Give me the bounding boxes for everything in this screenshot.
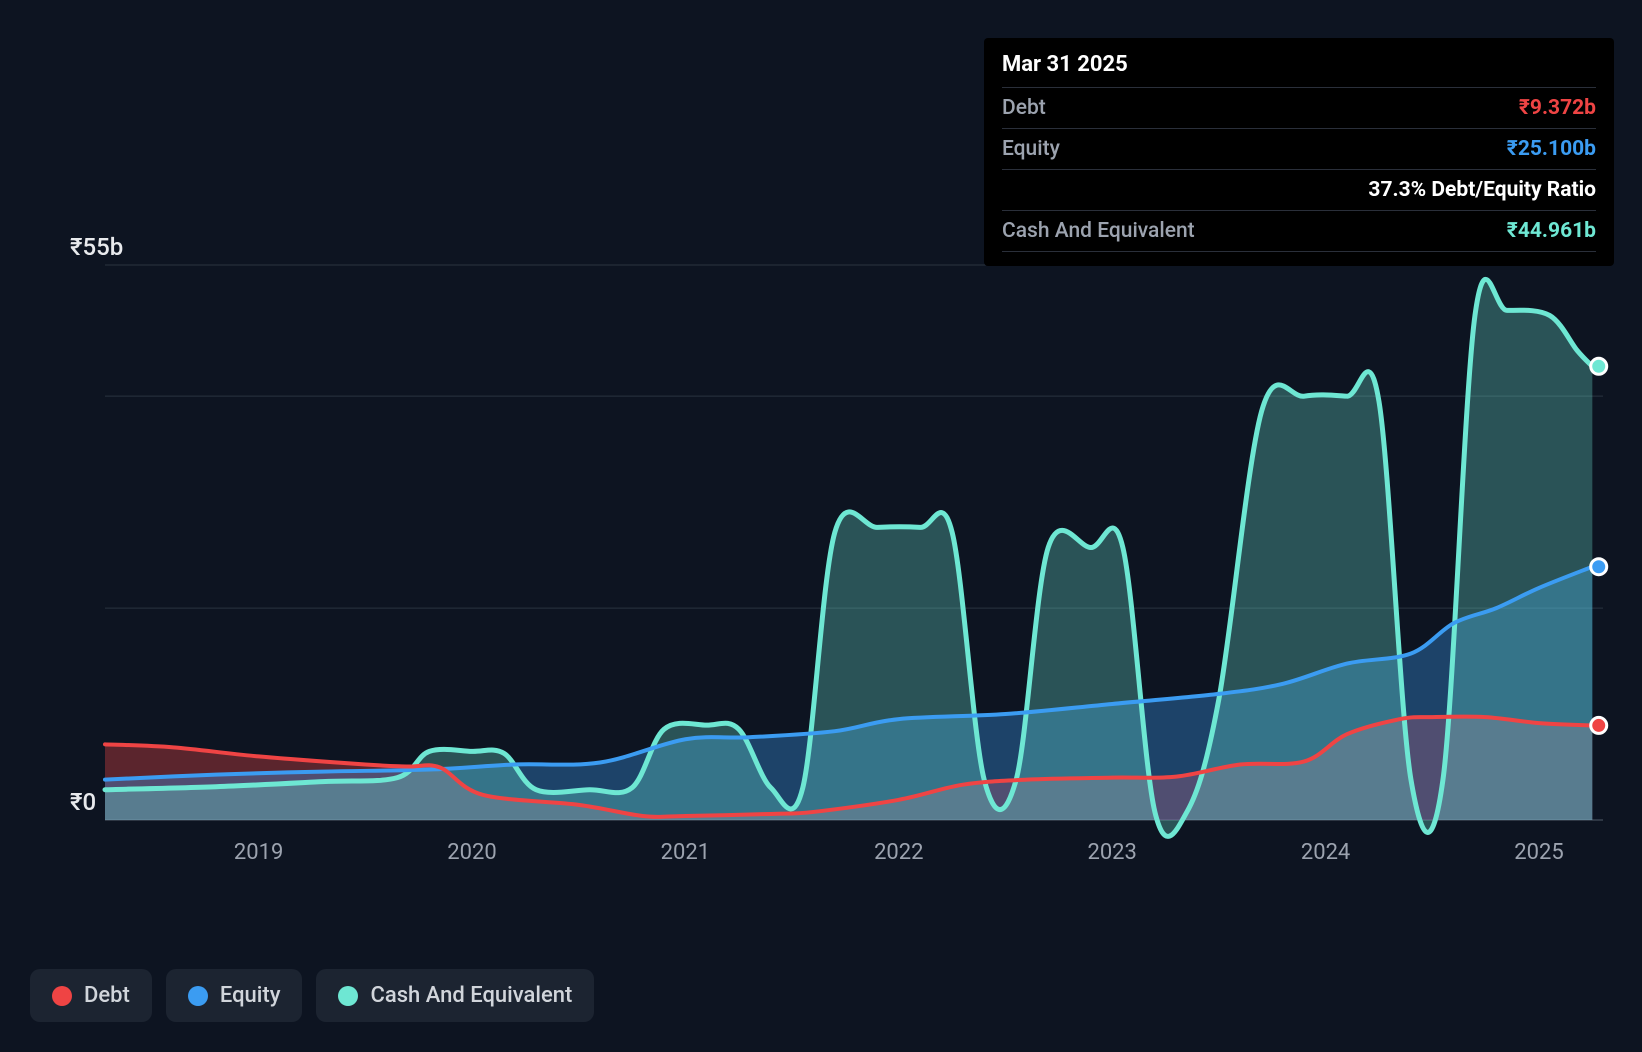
x-axis-label: 2022: [874, 840, 923, 865]
tooltip-row-label: Debt: [1002, 96, 1046, 120]
legend-item[interactable]: Equity: [166, 969, 303, 1022]
legend-item[interactable]: Cash And Equivalent: [316, 969, 594, 1022]
tooltip-row-value: ₹9.372b: [1519, 96, 1596, 120]
x-axis-label: 2023: [1087, 840, 1136, 865]
x-axis-label: 2025: [1514, 840, 1563, 865]
legend-label: Equity: [220, 983, 281, 1008]
end-marker: [1591, 358, 1607, 374]
tooltip-row: 37.3% Debt/Equity Ratio: [1002, 170, 1596, 211]
y-axis-label: ₹0: [70, 788, 96, 816]
legend-dot-icon: [52, 986, 72, 1006]
tooltip-row-value: 37.3% Debt/Equity Ratio: [1368, 178, 1596, 202]
legend-item[interactable]: Debt: [30, 969, 152, 1022]
end-marker: [1591, 559, 1607, 575]
tooltip-row: Debt ₹9.372b: [1002, 88, 1596, 129]
legend-label: Cash And Equivalent: [370, 983, 572, 1008]
x-axis-label: 2021: [661, 840, 710, 865]
end-marker: [1591, 717, 1607, 733]
legend-label: Debt: [84, 983, 130, 1008]
legend-dot-icon: [188, 986, 208, 1006]
tooltip-row-value: ₹44.961b: [1507, 219, 1596, 243]
tooltip-title: Mar 31 2025: [1002, 52, 1596, 88]
x-axis-label: 2019: [234, 840, 283, 865]
tooltip-row: Cash And Equivalent ₹44.961b: [1002, 211, 1596, 252]
y-axis-label: ₹55b: [70, 233, 123, 261]
x-axis-label: 2020: [447, 840, 496, 865]
tooltip-row: Equity ₹25.100b: [1002, 129, 1596, 170]
chart-tooltip: Mar 31 2025 Debt ₹9.372b Equity ₹25.100b 37.…: [984, 38, 1614, 266]
x-axis-label: 2024: [1301, 840, 1350, 865]
tooltip-row-value: ₹25.100b: [1507, 137, 1596, 161]
chart-legend: Debt Equity Cash And Equivalent: [30, 969, 594, 1022]
legend-dot-icon: [338, 986, 358, 1006]
area-cash: [105, 279, 1592, 836]
tooltip-row-label: Equity: [1002, 137, 1060, 161]
tooltip-row-label: Cash And Equivalent: [1002, 219, 1195, 243]
